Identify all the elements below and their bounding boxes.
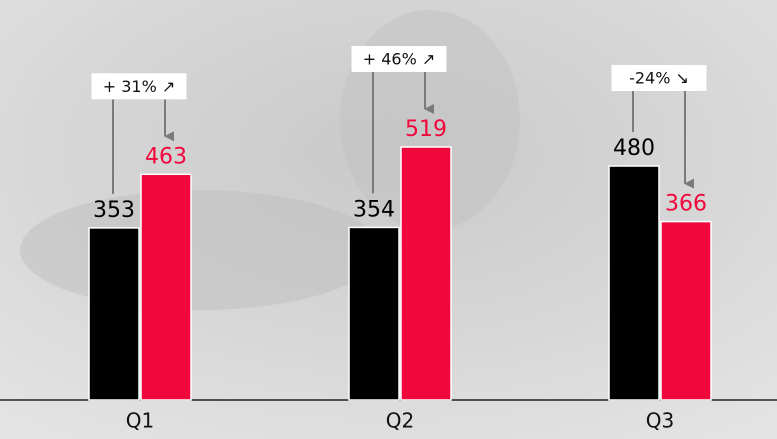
data-label: 519 bbox=[405, 117, 447, 142]
data-label: 353 bbox=[93, 198, 135, 223]
x-tick-label: Q3 bbox=[646, 409, 674, 433]
data-label: 366 bbox=[665, 192, 707, 217]
annotation-box bbox=[611, 65, 707, 92]
bar bbox=[88, 227, 140, 401]
bar bbox=[660, 220, 712, 401]
annotation: -24% ↘ bbox=[629, 69, 689, 88]
bar bbox=[348, 226, 400, 401]
bar bbox=[400, 146, 452, 401]
annotation-box bbox=[351, 46, 447, 72]
x-tick-label: Q1 bbox=[126, 409, 154, 433]
background-shade bbox=[20, 190, 380, 310]
data-label: 354 bbox=[353, 197, 395, 222]
x-tick-label: Q2 bbox=[386, 409, 414, 433]
annotation-box bbox=[91, 73, 187, 100]
data-label: 463 bbox=[145, 144, 187, 169]
bar bbox=[608, 165, 660, 401]
annotation: + 31% ↗ bbox=[103, 77, 176, 96]
bar bbox=[140, 173, 192, 401]
annotation: + 46% ↗ bbox=[363, 50, 436, 69]
data-label: 480 bbox=[613, 136, 655, 161]
